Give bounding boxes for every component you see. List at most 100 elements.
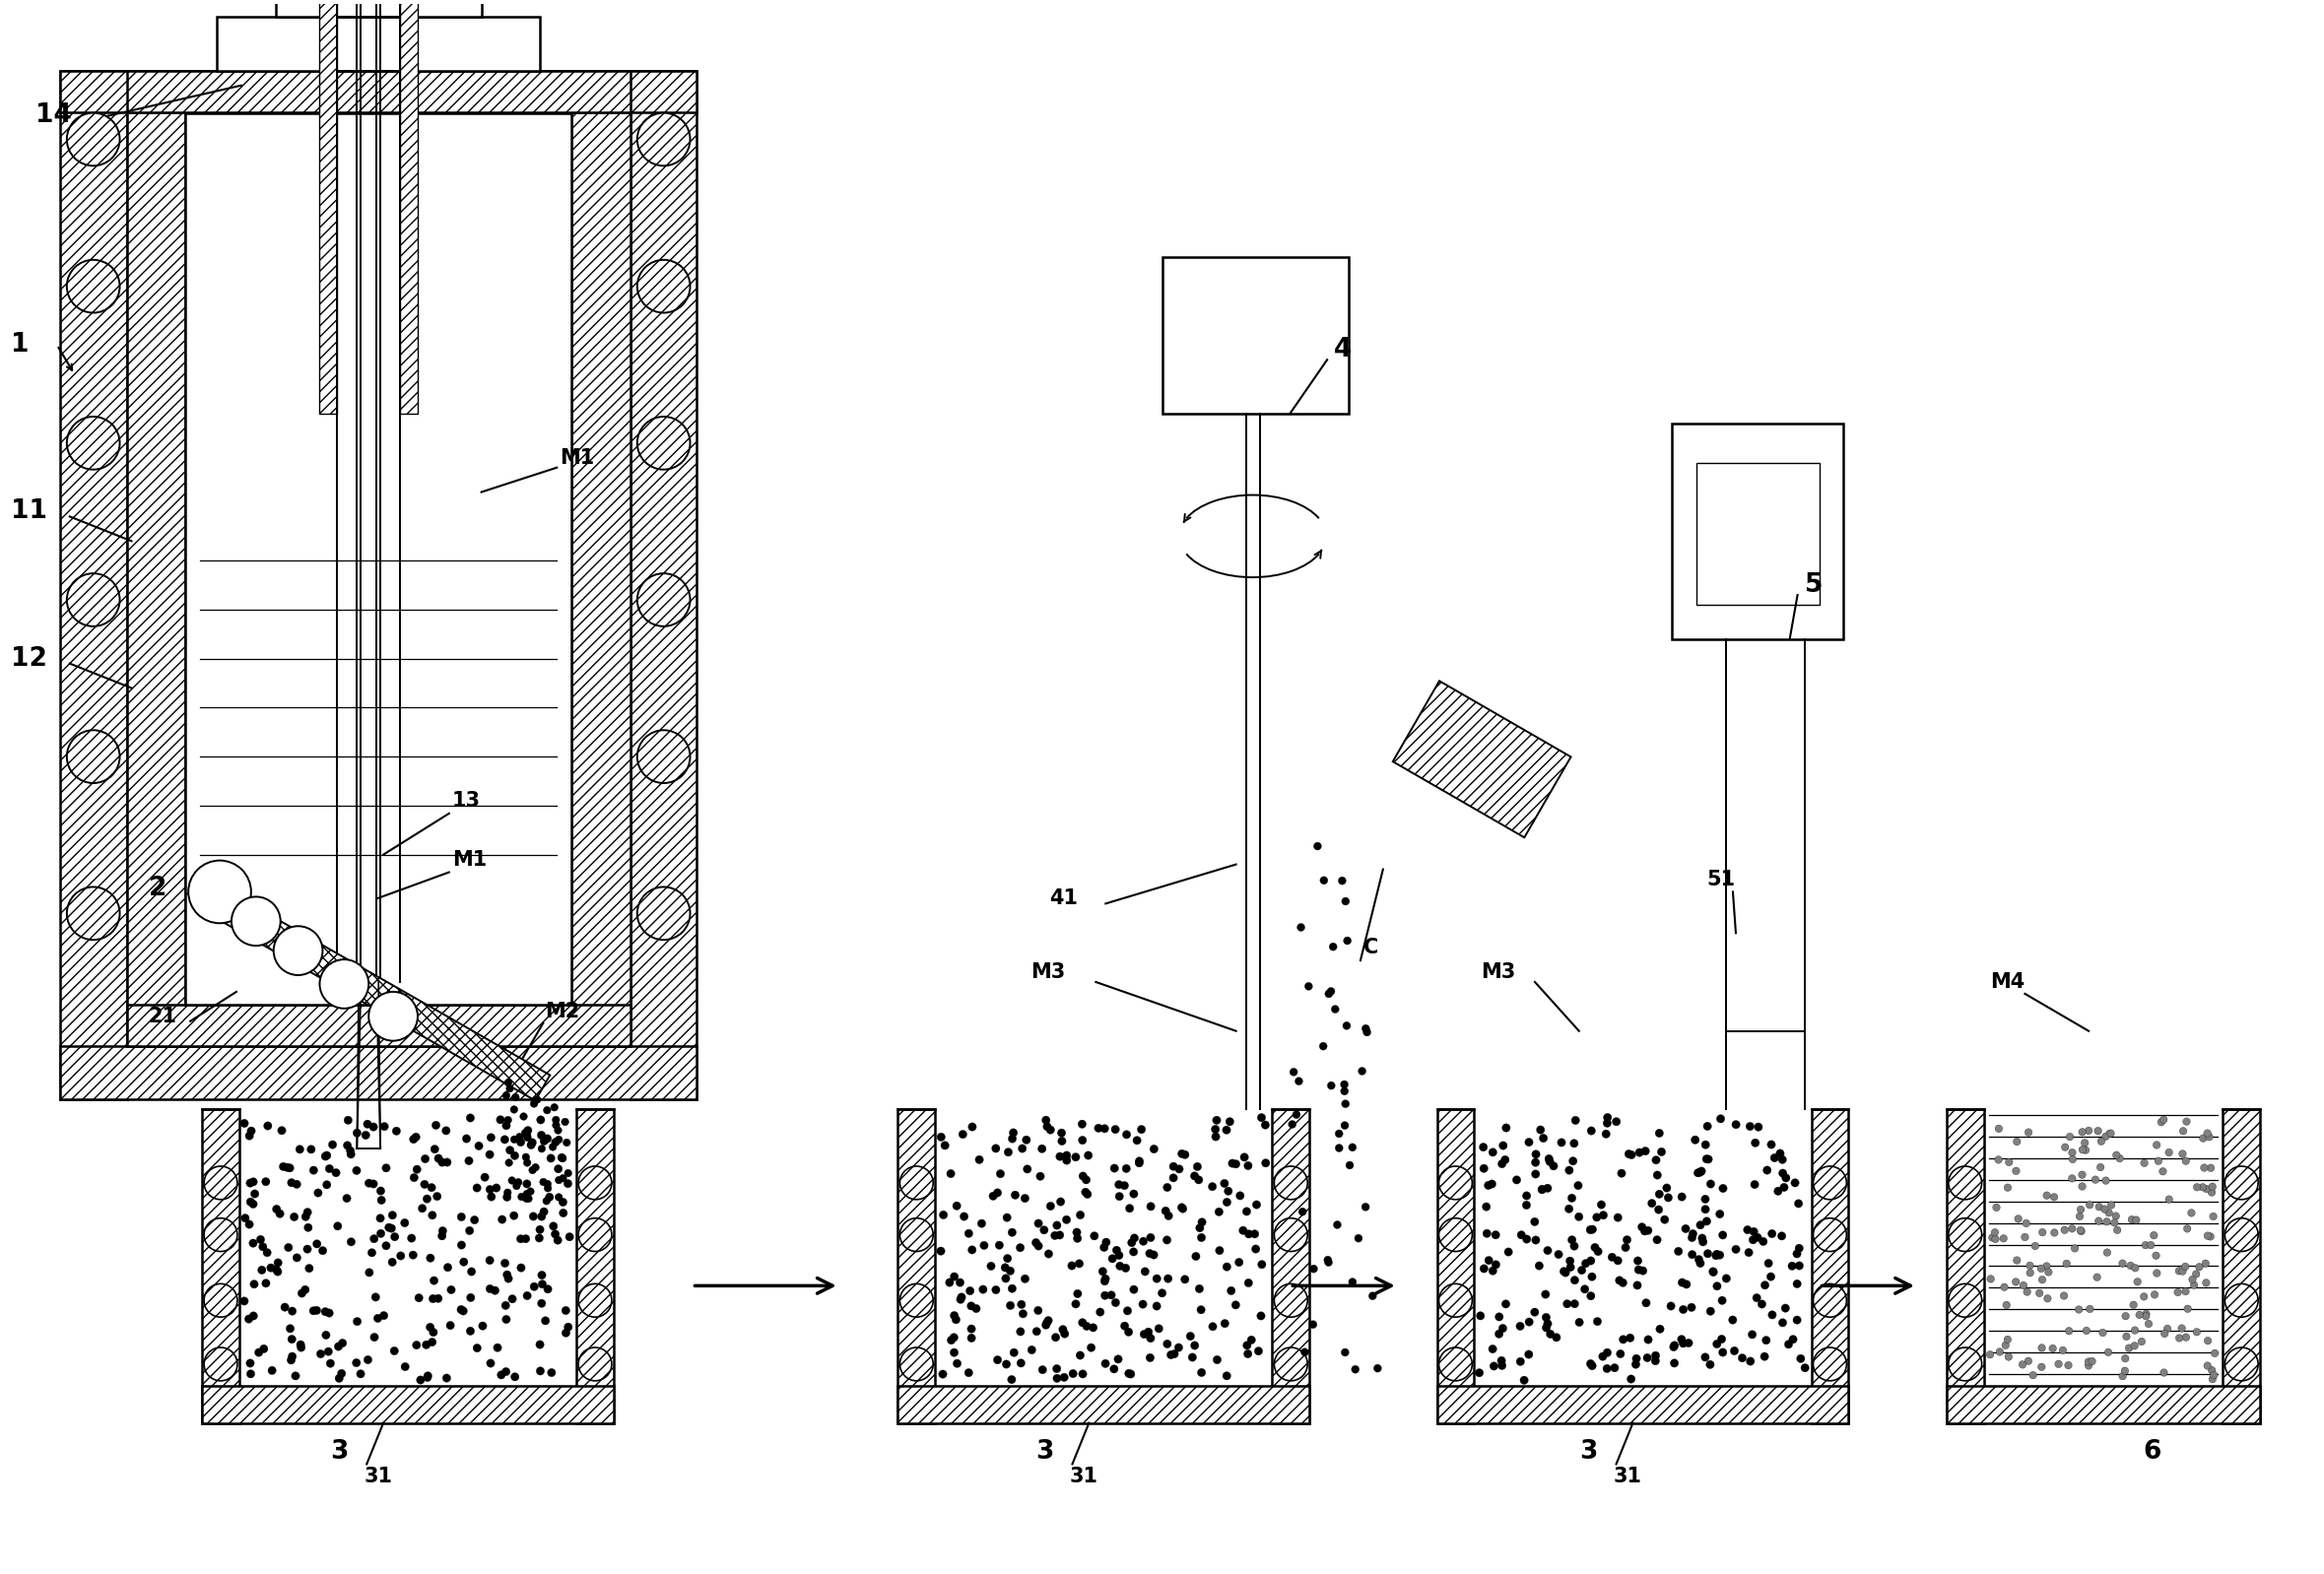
Circle shape [1122, 1130, 1132, 1138]
Circle shape [1246, 1229, 1253, 1239]
Circle shape [1197, 1234, 1206, 1242]
Circle shape [537, 1226, 544, 1234]
Circle shape [2143, 1310, 2150, 1317]
Circle shape [488, 1193, 495, 1201]
Circle shape [1697, 1259, 1703, 1267]
Circle shape [2138, 1338, 2145, 1346]
Circle shape [1515, 1357, 1525, 1366]
Circle shape [444, 1264, 451, 1272]
Circle shape [2124, 1344, 2133, 1352]
Circle shape [1009, 1135, 1016, 1143]
Circle shape [560, 1174, 567, 1182]
Circle shape [1490, 1362, 1499, 1371]
Circle shape [297, 1289, 307, 1297]
Circle shape [1083, 1176, 1090, 1184]
Circle shape [1587, 1225, 1597, 1234]
Circle shape [2024, 1129, 2031, 1136]
Circle shape [532, 1163, 539, 1171]
Circle shape [1504, 1248, 1513, 1256]
Circle shape [1652, 1236, 1662, 1243]
Circle shape [493, 1184, 500, 1192]
Text: 11: 11 [12, 499, 46, 524]
Circle shape [1717, 1297, 1727, 1305]
Circle shape [1713, 1250, 1720, 1258]
Circle shape [2078, 1206, 2085, 1214]
Circle shape [1343, 937, 1350, 944]
Circle shape [1006, 1267, 1013, 1275]
Circle shape [1745, 1357, 1755, 1365]
Circle shape [2140, 1292, 2147, 1300]
Circle shape [1078, 1369, 1088, 1379]
Circle shape [1141, 1267, 1148, 1275]
Circle shape [555, 1176, 562, 1184]
Circle shape [458, 1305, 465, 1314]
Circle shape [992, 1188, 1002, 1196]
Circle shape [1232, 1300, 1239, 1310]
Circle shape [2208, 1184, 2217, 1190]
Circle shape [2157, 1119, 2166, 1125]
Circle shape [1778, 1319, 1787, 1327]
Circle shape [1564, 1166, 1573, 1174]
Circle shape [1016, 1243, 1025, 1251]
Circle shape [1308, 1321, 1318, 1328]
Circle shape [1111, 1299, 1120, 1306]
Circle shape [955, 1278, 964, 1286]
Circle shape [1348, 1278, 1357, 1286]
Circle shape [1439, 1218, 1471, 1251]
Circle shape [2133, 1217, 2140, 1223]
Circle shape [579, 1284, 611, 1317]
Circle shape [2078, 1129, 2087, 1136]
Circle shape [2180, 1127, 2187, 1135]
Circle shape [1250, 1229, 1260, 1239]
Circle shape [1759, 1352, 1769, 1360]
Circle shape [1634, 1281, 1641, 1289]
Circle shape [899, 1166, 934, 1199]
Circle shape [1274, 1284, 1308, 1317]
Circle shape [990, 1192, 997, 1201]
Circle shape [948, 1336, 955, 1344]
Circle shape [525, 1195, 532, 1203]
Bar [321, 0, 337, 414]
Bar [400, 0, 418, 414]
Circle shape [1569, 1157, 1578, 1165]
Circle shape [1501, 1300, 1511, 1308]
Circle shape [411, 1133, 421, 1141]
Circle shape [2101, 1133, 2110, 1140]
Circle shape [1241, 1154, 1248, 1162]
Circle shape [2152, 1291, 2159, 1299]
Circle shape [1541, 1291, 1550, 1299]
Circle shape [302, 1245, 311, 1253]
Circle shape [1671, 1358, 1678, 1368]
Circle shape [479, 1322, 486, 1330]
Circle shape [537, 1366, 544, 1376]
Circle shape [1236, 1192, 1243, 1199]
Circle shape [1078, 1121, 1085, 1129]
Circle shape [1796, 1355, 1806, 1363]
Text: M3: M3 [1480, 962, 1515, 982]
Circle shape [2099, 1138, 2106, 1144]
Bar [572, 112, 630, 1045]
Bar [576, 1110, 614, 1423]
Circle shape [502, 1121, 511, 1130]
Circle shape [967, 1333, 976, 1343]
Circle shape [1622, 1236, 1631, 1243]
Circle shape [502, 1193, 511, 1201]
Circle shape [2152, 1251, 2159, 1259]
Circle shape [1018, 1358, 1025, 1368]
Circle shape [1060, 1325, 1067, 1333]
Circle shape [2068, 1155, 2075, 1163]
Circle shape [188, 861, 251, 924]
Circle shape [2203, 1362, 2210, 1369]
Circle shape [321, 1152, 330, 1160]
Circle shape [565, 1179, 572, 1188]
Circle shape [2085, 1358, 2092, 1366]
Circle shape [1116, 1262, 1125, 1270]
Circle shape [2108, 1201, 2115, 1209]
Circle shape [502, 1259, 509, 1267]
Circle shape [1332, 1006, 1339, 1014]
Circle shape [1341, 1122, 1348, 1130]
Circle shape [1522, 1192, 1532, 1199]
Circle shape [1687, 1303, 1697, 1311]
Circle shape [428, 1338, 437, 1346]
Circle shape [1720, 1349, 1727, 1357]
